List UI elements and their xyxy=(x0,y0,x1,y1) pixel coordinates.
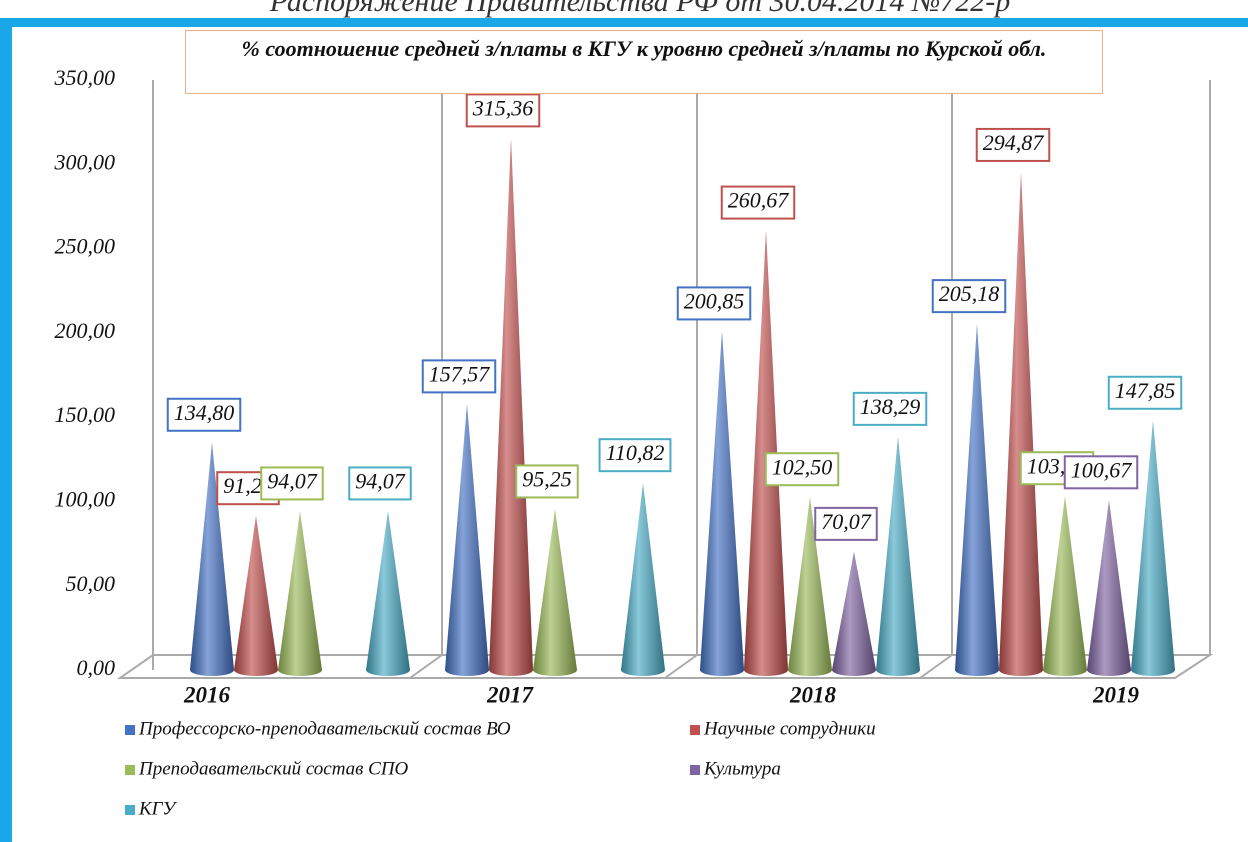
data-label: 315,36 xyxy=(472,95,534,120)
data-label: 110,82 xyxy=(606,440,665,465)
legend-label: Профессорско-преподавательский состав ВО xyxy=(138,718,511,739)
data-label: 200,85 xyxy=(684,288,745,313)
cone-shading xyxy=(876,436,920,676)
frame-top xyxy=(0,18,1248,27)
chart-title: % соотношение средней з/платы в КГУ к ур… xyxy=(185,30,1103,94)
label-box xyxy=(166,397,242,432)
y-tick-label: 0,00 xyxy=(77,655,116,680)
cone-shading xyxy=(1087,500,1131,676)
x-tick-label: 2016 xyxy=(183,682,231,707)
label-box xyxy=(348,466,412,501)
legend-marker xyxy=(125,805,135,815)
data-label: 294,87 xyxy=(983,130,1045,155)
y-tick-label: 200,00 xyxy=(55,318,116,343)
label-box xyxy=(676,286,752,321)
data-label: 157,57 xyxy=(429,361,491,386)
cone-shading xyxy=(445,404,489,676)
label-box xyxy=(931,279,1007,314)
label-box xyxy=(814,506,878,541)
cone-shading xyxy=(489,138,533,677)
data-label: 102,50 xyxy=(772,454,833,479)
cone-shading xyxy=(832,551,876,676)
legend-marker xyxy=(690,725,700,735)
x-tick-label: 2017 xyxy=(486,682,535,707)
legend-marker xyxy=(690,765,700,775)
label-box xyxy=(598,438,672,473)
cone-shading xyxy=(999,172,1043,677)
label-box xyxy=(515,464,579,499)
cone-shading xyxy=(955,324,999,676)
cone-shading xyxy=(1131,420,1175,676)
y-tick-label: 100,00 xyxy=(55,486,116,511)
cone-shading xyxy=(788,497,832,676)
data-label: 147,85 xyxy=(1115,378,1176,403)
cone-shading xyxy=(621,483,665,676)
legend-marker xyxy=(125,725,135,735)
y-tick-label: 50,00 xyxy=(66,571,116,596)
legend-label: Культура xyxy=(703,758,781,779)
label-box xyxy=(975,127,1051,162)
y-tick-label: 300,00 xyxy=(54,149,116,174)
frame-left xyxy=(0,18,12,842)
x-tick-label: 2019 xyxy=(1092,682,1140,707)
y-tick-label: 350,00 xyxy=(54,65,116,90)
label-box xyxy=(720,185,796,220)
cone-shading xyxy=(1043,496,1087,676)
walls xyxy=(116,80,1214,679)
label-box xyxy=(764,452,840,487)
data-label: 205,18 xyxy=(939,281,1000,306)
data-label: 70,07 xyxy=(821,509,872,534)
data-label: 94,07 xyxy=(267,468,318,493)
cone-shading xyxy=(700,331,744,676)
cone-shading xyxy=(278,511,322,676)
data-label: 134,80 xyxy=(174,400,235,425)
x-tick-label: 2018 xyxy=(789,682,837,707)
data-label: 100,67 xyxy=(1071,457,1133,482)
label-box xyxy=(421,359,497,394)
label-box xyxy=(465,93,541,128)
cone-shading xyxy=(533,509,577,676)
label-box xyxy=(1107,375,1183,410)
data-label: 260,67 xyxy=(728,188,790,213)
cone-shading xyxy=(234,516,278,676)
cone-shading xyxy=(190,442,234,676)
label-box xyxy=(1063,455,1139,490)
y-tick-label: 150,00 xyxy=(55,402,116,427)
data-label: 95,25 xyxy=(522,466,572,491)
label-box xyxy=(260,466,324,501)
legend-marker xyxy=(125,765,135,775)
legend-label: КГУ xyxy=(138,798,177,819)
y-tick-label: 250,00 xyxy=(55,234,116,259)
label-box xyxy=(852,391,928,426)
data-label: 138,29 xyxy=(860,394,921,419)
subtitle: Распоряжение Правительства РФ от 30.04.2… xyxy=(269,0,1011,18)
data-label: 94,07 xyxy=(355,468,406,493)
cone-shading xyxy=(366,511,410,676)
legend-label: Научные сотрудники xyxy=(703,718,876,739)
legend-label: Преподавательский состав СПО xyxy=(138,758,409,779)
